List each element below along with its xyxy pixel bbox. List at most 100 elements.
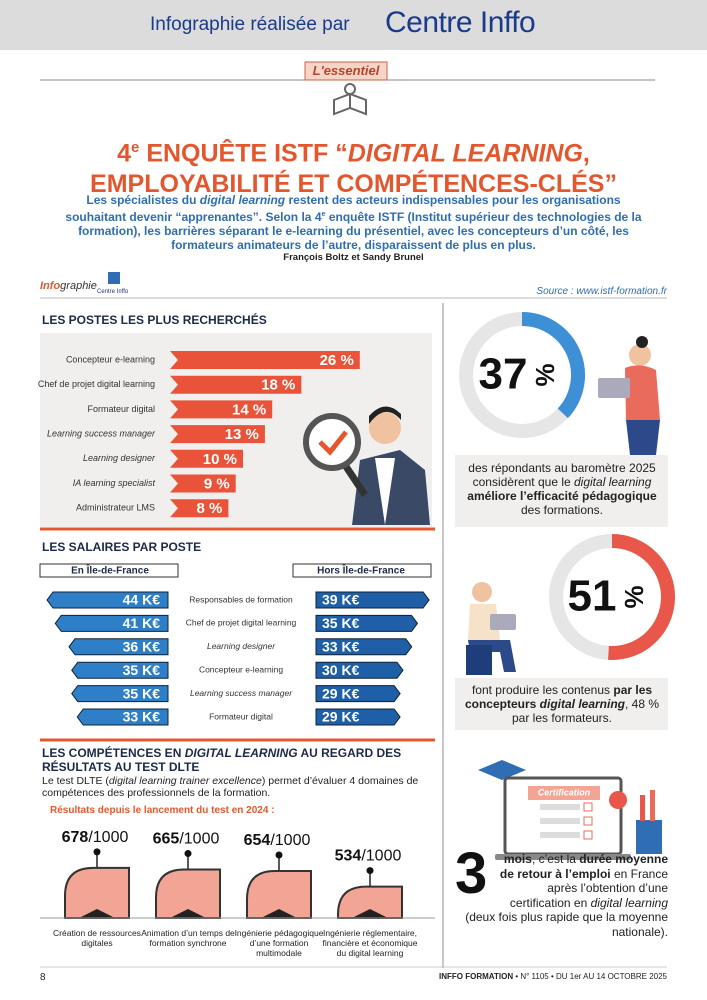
text-run: e [131,139,140,156]
legend-label: Hors Île-de-France [317,564,405,577]
text-run: DIGITAL LEARNING [184,746,298,760]
score-scale: /1000 [361,848,401,865]
illustration [583,816,593,826]
illustration [466,645,492,675]
illustration [318,430,348,456]
score: 534/1000 [335,848,402,865]
subtitle: Le test DLTE (digital learning trainer e… [42,775,437,799]
bar [76,708,169,726]
stat-box [455,455,668,527]
value-label: 29 K€ [322,685,360,701]
text-run: digital learning [574,475,652,489]
header-brand: Centre Inffo [385,6,536,39]
bar [315,614,419,632]
bar [170,499,229,518]
stat-value: 51 [568,572,617,621]
score-shape [64,866,130,919]
text-run: restent des acteurs indispensables pour … [65,193,621,224]
score: 678/1000 [62,829,129,846]
category-label: Formateur digital [87,404,155,414]
score-label: Ingénierie pédagogique d’une formation m… [234,928,324,958]
bar [315,591,430,609]
return-text: 3 mois, c’est la durée moyenne de retour … [455,845,668,939]
section-title: LES SALAIRES PAR POSTE [42,540,202,554]
score-dot [275,851,283,859]
value-label: 35 K€ [123,662,161,678]
illustration-label: Certification [538,787,591,797]
illustration [540,804,580,810]
bar [315,708,401,726]
value-label: 44 K€ [123,592,161,608]
page-number: 8 [40,972,46,983]
category-label: Learning success manager [190,688,293,698]
illustration [636,820,662,854]
bar [170,474,236,493]
illustration [650,790,655,821]
title-line: EMPLOYABILITÉ ET COMPÉTENCES-CLÉS” [30,169,677,200]
issue: • N° 1105 • DU 1er AU 14 OCTOBRE 2025 [513,972,667,981]
value-label: 33 K€ [123,709,161,725]
score-dot [184,850,192,858]
text-run: des formations. [520,503,604,517]
text-run: des répondants au baromètre 2025 considè… [468,461,656,489]
stat-text: des répondants au baromètre 2025 considè… [462,461,662,517]
text-run: digital learning [199,193,286,207]
bar [170,449,243,468]
illustration [629,344,651,366]
text-run: ) permet d’évaluer 4 domaines de compéte… [42,775,419,799]
value-label: 26 % [320,352,354,369]
publication: INFFO FORMATION [439,972,514,981]
title: 4e ENQUÊTE ISTF “DIGITAL LEARNING, EMPLOY… [30,132,677,200]
illustration [626,420,660,455]
bar [315,638,413,656]
rubric-box [304,61,388,81]
score: 665/1000 [153,831,220,848]
value-label: 29 K€ [322,709,360,725]
bar [71,685,169,703]
ring-arc [608,534,675,660]
source: Source : www.istf-formation.fr [536,286,667,297]
text-run: e [321,209,326,218]
score-scale: /1000 [179,831,219,848]
category-label: Chef de projet digital learning [38,379,155,389]
stat-unit: % [530,363,560,386]
text-run: EMPLOYABILITÉ ET COMPÉTENCES-CLÉS” [90,170,617,199]
text-run: AU REGARD DES RÉSULTATS AU TEST DLTE [42,746,402,774]
score-label: Ingénierie réglementaire, financière et … [322,928,418,958]
illustration [478,760,526,780]
text-run: LES COMPÉTENCES EN [42,746,185,760]
icon [333,92,367,116]
stat-value: 37 [479,350,528,399]
category-label: Learning designer [207,641,276,651]
illustration [598,378,630,398]
text-run: durée moyenne de retour à l’emploi [499,852,668,881]
bar [54,614,169,632]
value-label: 39 K€ [322,592,360,608]
illustration [342,463,368,497]
bar [71,661,169,679]
bar [170,425,265,444]
bar [315,685,401,703]
bar [170,400,273,419]
illustration [640,795,645,821]
stat-text: font produire les contenus par les conce… [462,683,662,725]
text-run: font produire les contenus [471,683,614,697]
text-run: , c’est la [531,852,580,866]
text-run: améliore l’efficacité pédagogique [467,489,657,503]
score-value: 654 [244,832,271,849]
legend-box [292,563,432,578]
score-label: Création de ressources digitales [53,928,141,948]
category-label: Chef de projet digital learning [186,618,297,628]
illustration [472,582,492,602]
value-label: 18 % [261,377,295,394]
text-run: digital learning [539,697,625,711]
stat-box [455,678,668,730]
score-label: Animation d’un temps de formation synchr… [141,928,235,948]
text-run: par les concepteurs [464,683,653,711]
rubric: L'essentiel [312,63,380,78]
bar [68,638,169,656]
text-run: enquête ISTF (Institut supérieur des tec… [78,210,642,252]
value-label: 9 % [204,475,230,492]
authors: François Boltz et Sandy Brunel [283,252,424,263]
